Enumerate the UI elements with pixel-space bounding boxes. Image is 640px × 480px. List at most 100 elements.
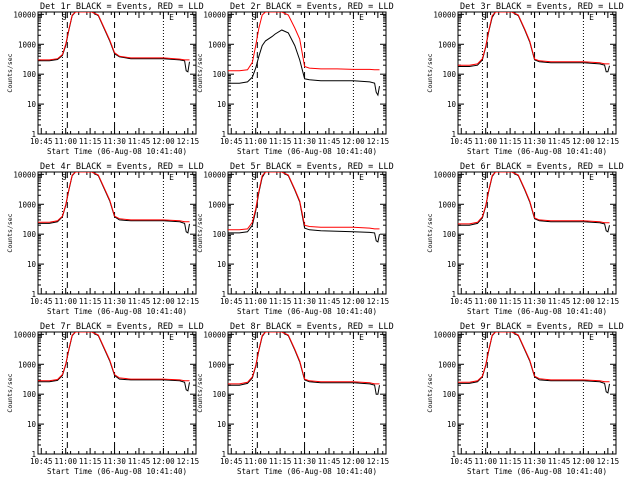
x-tick-label: 11:45 <box>548 297 571 306</box>
y-axis-label: Counts/sec <box>6 373 14 412</box>
interval-marker-e: E <box>359 173 364 182</box>
series-line-lld <box>38 172 190 223</box>
plot-frame <box>227 331 387 455</box>
x-tick-label: 12:15 <box>597 297 620 306</box>
y-tick-label: 1000 <box>438 40 457 49</box>
y-tick-label: 10000 <box>433 330 456 339</box>
x-tick-label: 10:45 <box>450 137 473 146</box>
y-axis-label: Counts/sec <box>426 213 434 252</box>
x-tick-label: 12:15 <box>177 297 200 306</box>
x-axis-label: Start Time (06-Aug-08 10:41:40) <box>47 307 187 316</box>
interval-marker-e: E <box>359 333 364 342</box>
interval-marker-s: S <box>482 173 487 182</box>
x-tick-label: 12:00 <box>342 297 365 306</box>
y-tick-label: 1 <box>31 290 36 299</box>
panel-title: Det 2r BLACK = Events, RED = LLD <box>230 2 394 12</box>
x-tick-label: 11:30 <box>103 297 126 306</box>
interval-marker-s: S <box>62 333 67 342</box>
y-tick-label: 100 <box>22 390 36 399</box>
x-tick-label: 11:45 <box>128 297 151 306</box>
y-tick-label: 1 <box>451 450 456 459</box>
y-tick-label: 1 <box>221 130 226 139</box>
y-tick-label: 100 <box>442 70 456 79</box>
series-line-events <box>228 29 380 97</box>
plot-frame <box>227 171 387 295</box>
y-tick-label: 100 <box>212 230 226 239</box>
x-tick-label: 11:15 <box>79 137 102 146</box>
plot-frame <box>457 171 617 295</box>
y-tick-label: 1000 <box>208 200 227 209</box>
x-tick-label: 11:30 <box>293 297 316 306</box>
series-line-lld <box>38 12 190 61</box>
x-tick-label: 11:45 <box>318 137 341 146</box>
x-tick-label: 10:45 <box>30 297 53 306</box>
y-axis-label: Counts/sec <box>6 53 14 92</box>
y-tick-label: 10000 <box>13 170 36 179</box>
interval-marker-s: S <box>62 13 67 22</box>
y-tick-label: 10000 <box>433 170 456 179</box>
y-tick-label: 10 <box>27 100 37 109</box>
x-tick-label: 12:00 <box>152 297 175 306</box>
x-tick-label: 11:00 <box>54 137 77 146</box>
y-tick-label: 100 <box>442 390 456 399</box>
y-tick-label: 100 <box>212 70 226 79</box>
x-tick-label: 12:15 <box>177 137 200 146</box>
x-tick-label: 12:15 <box>367 137 390 146</box>
y-tick-label: 10000 <box>433 10 456 19</box>
interval-marker-s: S <box>252 333 257 342</box>
y-tick-label: 10000 <box>13 10 36 19</box>
x-tick-label: 10:45 <box>450 297 473 306</box>
x-tick-label: 11:30 <box>523 457 546 466</box>
interval-marker-s: S <box>482 13 487 22</box>
x-tick-label: 11:30 <box>103 137 126 146</box>
y-tick-label: 1000 <box>208 40 227 49</box>
x-tick-label: 11:30 <box>293 137 316 146</box>
plot-frame <box>37 171 197 295</box>
x-tick-label: 11:15 <box>499 457 522 466</box>
y-tick-label: 1000 <box>438 200 457 209</box>
x-tick-label: 12:00 <box>572 457 595 466</box>
x-tick-label: 12:00 <box>572 297 595 306</box>
x-tick-label: 12:15 <box>367 457 390 466</box>
panel-det-3: Det 3r BLACK = Events, RED = LLD 1 10 100 10… <box>426 2 624 156</box>
y-tick-label: 10 <box>217 260 227 269</box>
interval-marker-e: E <box>359 13 364 22</box>
x-tick-label: 11:00 <box>474 457 497 466</box>
y-tick-label: 1 <box>31 130 36 139</box>
x-axis-label: Start Time (06-Aug-08 10:41:40) <box>47 467 187 476</box>
x-tick-label: 11:30 <box>523 137 546 146</box>
series-line-lld <box>458 172 610 225</box>
x-axis-label: Start Time (06-Aug-08 10:41:40) <box>467 147 607 156</box>
x-axis-label: Start Time (06-Aug-08 10:41:40) <box>237 467 377 476</box>
x-tick-label: 12:15 <box>597 137 620 146</box>
y-tick-label: 1000 <box>208 360 227 369</box>
x-tick-label: 11:45 <box>548 457 571 466</box>
y-tick-label: 10 <box>447 260 457 269</box>
y-tick-label: 1000 <box>18 40 37 49</box>
y-axis-label: Counts/sec <box>196 213 204 252</box>
interval-marker-s: S <box>252 13 257 22</box>
y-tick-label: 10 <box>217 420 227 429</box>
y-axis-label: Counts/sec <box>426 373 434 412</box>
panel-det-1: Det 1r BLACK = Events, RED = LLD 1 10 100 10… <box>6 2 204 156</box>
y-axis-label: Counts/sec <box>196 53 204 92</box>
x-tick-label: 11:15 <box>269 137 292 146</box>
x-tick-label: 11:00 <box>244 137 267 146</box>
y-tick-label: 1 <box>31 450 36 459</box>
panel-det-9: Det 9r BLACK = Events, RED = LLD 1 10 100 10… <box>426 322 624 476</box>
panel-title: Det 9r BLACK = Events, RED = LLD <box>460 322 624 332</box>
x-tick-label: 11:00 <box>244 297 267 306</box>
x-axis-label: Start Time (06-Aug-08 10:41:40) <box>467 307 607 316</box>
y-tick-label: 100 <box>212 390 226 399</box>
y-tick-label: 10 <box>447 100 457 109</box>
x-tick-label: 11:15 <box>499 137 522 146</box>
x-tick-label: 11:15 <box>499 297 522 306</box>
y-tick-label: 1 <box>221 450 226 459</box>
series-line-lld <box>38 332 190 382</box>
y-tick-label: 1 <box>451 290 456 299</box>
x-tick-label: 12:00 <box>342 457 365 466</box>
plot-frame <box>37 11 197 135</box>
x-axis-label: Start Time (06-Aug-08 10:41:40) <box>467 467 607 476</box>
y-tick-label: 10 <box>27 420 37 429</box>
